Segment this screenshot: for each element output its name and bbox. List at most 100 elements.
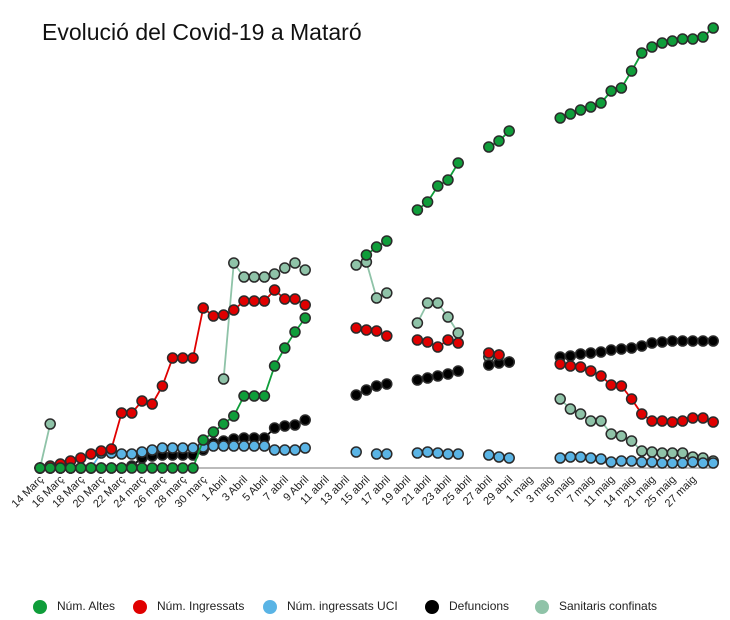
point [299,299,311,311]
point [605,428,617,440]
point [115,407,128,419]
point [707,335,719,347]
point [289,444,301,456]
point [350,322,362,334]
point [656,415,668,427]
point [177,462,189,474]
point [381,448,393,460]
point [279,293,291,305]
point [238,440,250,452]
point [258,271,271,283]
point [360,324,373,336]
point [585,415,597,427]
point [697,335,709,347]
point [268,268,281,280]
point [432,341,444,353]
point [217,309,230,321]
point [636,408,648,420]
point [381,235,393,247]
point [605,379,617,391]
point [564,108,577,120]
point [636,445,648,457]
legend-swatch [33,600,47,614]
point [289,419,301,431]
point [697,31,709,43]
point [299,312,311,324]
point [574,104,587,116]
point [687,335,699,347]
point [350,259,362,271]
point [646,446,658,458]
point [299,264,311,276]
point [707,416,719,428]
point [268,422,281,434]
legend-label: Núm. ingressats UCI [287,599,398,613]
point [177,442,189,454]
point [636,340,648,352]
point [646,337,658,349]
point [95,445,107,457]
point [676,447,689,459]
point [646,456,658,468]
point [605,85,617,97]
point [493,349,505,361]
point [636,456,648,468]
point [411,447,424,459]
point [483,359,495,371]
point [554,112,566,124]
point [34,462,46,474]
legend-label: Núm. Altes [57,599,115,613]
point [625,65,638,77]
point [574,348,587,360]
point [625,435,638,447]
point [676,457,689,469]
point [442,448,454,460]
point [370,241,383,253]
point [207,440,220,452]
point [452,327,464,339]
point [166,352,179,364]
point [370,448,383,460]
series [34,256,719,474]
point [656,336,668,348]
legend-swatch [133,600,147,614]
point [452,337,464,349]
point [279,444,291,456]
point [64,462,77,474]
point [554,358,566,370]
point [483,449,495,461]
point [615,380,628,392]
point [299,442,311,454]
point [381,378,393,390]
point [442,311,454,323]
point [442,368,454,380]
point [676,33,689,45]
point [493,451,505,463]
point [197,302,209,314]
point [360,249,373,261]
point [207,310,220,322]
point [146,398,158,410]
point [258,440,271,452]
point [585,101,597,113]
point [115,462,128,474]
point [197,434,209,446]
point [574,408,587,420]
point [207,426,220,438]
point [228,257,240,269]
point [697,457,709,469]
legend-label: Núm. Ingressats [157,599,244,613]
point [503,452,515,464]
point [289,326,301,338]
point [605,456,617,468]
point [585,347,597,359]
legend-label: Sanitaris confinats [559,599,657,613]
point [136,462,148,474]
point [432,447,444,459]
point [646,415,658,427]
point [503,356,515,368]
point [432,180,444,192]
point [248,271,260,283]
point [411,334,424,346]
point [75,462,87,474]
